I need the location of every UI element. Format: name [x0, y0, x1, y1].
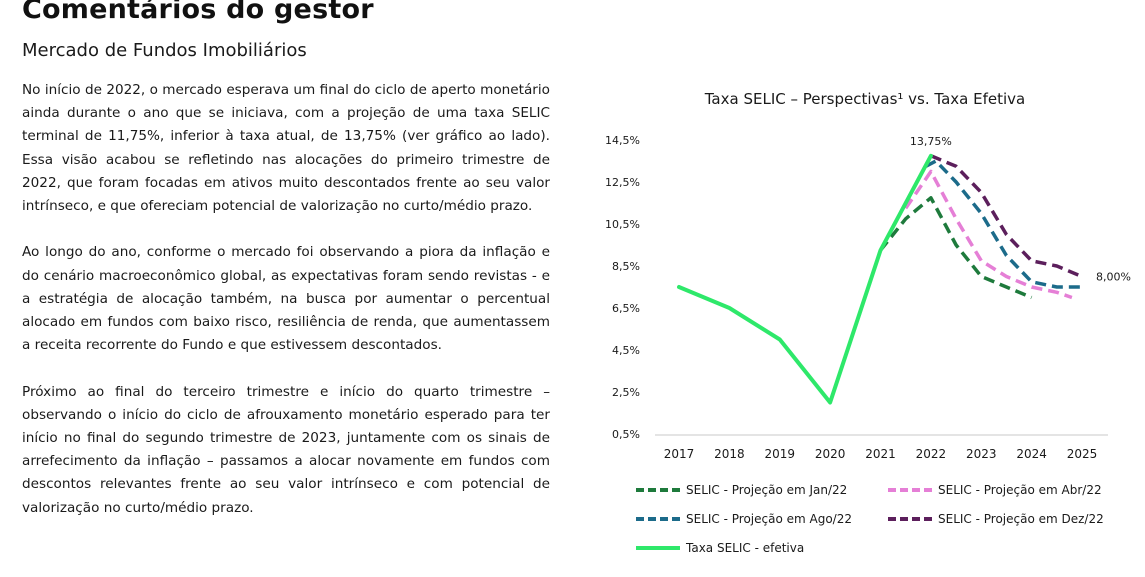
legend-label-efetiva: Taxa SELIC - efetiva: [686, 541, 805, 555]
series-line: [677, 153, 933, 405]
legend-label-ago22: SELIC - Projeção em Ago/22: [686, 512, 852, 526]
x-tick-label: 2020: [815, 447, 846, 461]
paragraph-3: Próximo ao final do terceiro trimestre e…: [22, 383, 550, 516]
legend-item-ago22: SELIC - Projeção em Ago/22: [636, 512, 852, 526]
series-line: [924, 159, 1082, 289]
y-tick-label: 8,5%: [612, 260, 640, 273]
y-tick-labels: 0,5% 2,5% 4,5% 6,5% 8,5% 10,5% 12,5% 14,5%: [605, 134, 640, 441]
x-tick-label: 2025: [1067, 447, 1098, 461]
commentary-text: No início de 2022, o mercado esperava um…: [22, 79, 550, 543]
x-tick-label: 2021: [865, 447, 896, 461]
y-tick-label: 6,5%: [612, 302, 640, 315]
legend-label-dez22: SELIC - Projeção em Dez/22: [938, 512, 1104, 526]
y-tick-label: 14,5%: [605, 134, 640, 147]
series-line: [879, 196, 1033, 300]
x-tick-label: 2023: [966, 447, 997, 461]
x-tick-label: 2018: [714, 447, 745, 461]
legend-swatch-efetiva: [636, 546, 680, 550]
series-line: [904, 169, 1073, 300]
data-label: 13,75%: [910, 135, 952, 148]
x-tick-labels: 2017 2018 2019 2020 2021 2022 2023 2024 2025: [664, 447, 1098, 461]
data-label: 8,00%: [1096, 271, 1131, 284]
legend-swatch-dez22: [888, 517, 932, 521]
legend-item-jan22: SELIC - Projeção em Jan/22: [636, 483, 847, 497]
legend-item-abr22: SELIC - Projeção em Abr/22: [888, 483, 1102, 497]
chart-legend: SELIC - Projeção em Jan/22 SELIC - Proje…: [636, 480, 1136, 570]
x-tick-label: 2024: [1016, 447, 1047, 461]
legend-swatch-ago22: [636, 517, 680, 521]
legend-item-dez22: SELIC - Projeção em Dez/22: [888, 512, 1104, 526]
x-tick-label: 2019: [764, 447, 795, 461]
y-tick-label: 0,5%: [612, 428, 640, 441]
section-title: Mercado de Fundos Imobiliários: [22, 40, 307, 61]
y-tick-label: 10,5%: [605, 218, 640, 231]
page-title: Comentários do gestor: [22, 0, 374, 25]
data-annotations: 13,75% 8,00%: [910, 135, 1131, 284]
x-tick-label: 2017: [664, 447, 695, 461]
legend-item-efetiva: Taxa SELIC - efetiva: [636, 541, 804, 555]
x-tick-label: 2022: [916, 447, 947, 461]
y-tick-label: 4,5%: [612, 344, 640, 357]
chart-title: Taxa SELIC – Perspectivas¹ vs. Taxa Efet…: [704, 90, 1026, 108]
series-lines: [677, 153, 1083, 405]
paragraph-1: No início de 2022, o mercado esperava um…: [22, 82, 550, 215]
legend-swatch-jan22: [636, 488, 680, 492]
y-tick-label: 12,5%: [605, 176, 640, 189]
paragraph-2: Ao longo do ano, conforme o mercado foi …: [22, 244, 550, 354]
series-line: [930, 154, 1083, 279]
y-tick-label: 2,5%: [612, 386, 640, 399]
legend-swatch-abr22: [888, 488, 932, 492]
legend-label-abr22: SELIC - Projeção em Abr/22: [938, 483, 1102, 497]
legend-label-jan22: SELIC - Projeção em Jan/22: [686, 483, 848, 497]
